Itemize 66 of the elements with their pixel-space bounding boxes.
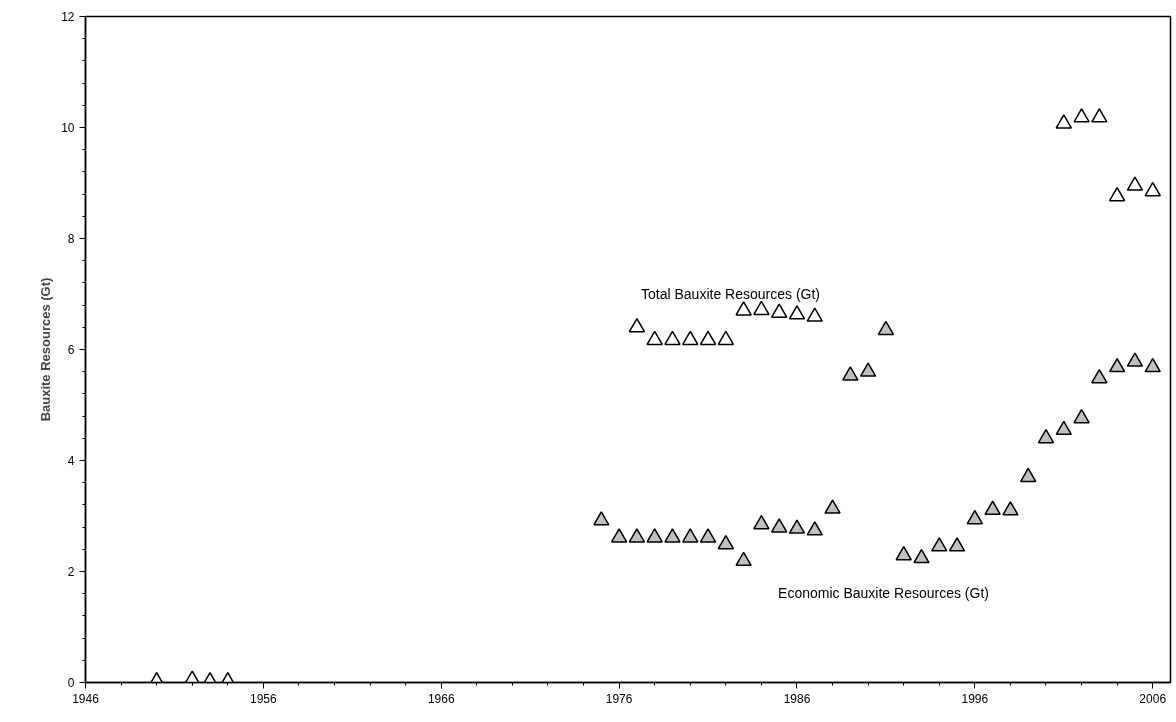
- point: [646, 330, 663, 346]
- x-tick-label: 1996: [961, 691, 989, 706]
- point: [699, 528, 717, 543]
- point: [628, 317, 646, 333]
- y-tick-label: 8: [67, 232, 75, 246]
- point: [664, 330, 681, 346]
- x-tick-label: 1956: [250, 691, 278, 706]
- point: [770, 518, 788, 533]
- point: [593, 511, 610, 526]
- point: [735, 301, 752, 316]
- y-tick-label: 2: [67, 565, 75, 579]
- point: [682, 528, 699, 543]
- x-tick-label: 1966: [427, 691, 455, 706]
- point: [610, 528, 628, 543]
- point: [806, 521, 824, 536]
- point: [1073, 108, 1090, 123]
- point: [646, 528, 663, 543]
- point: [877, 320, 895, 336]
- point: [717, 330, 735, 346]
- x-tick-label: 1976: [605, 691, 633, 706]
- x-tick-label: 1986: [783, 691, 811, 706]
- point: [1126, 352, 1144, 367]
- point: [1108, 186, 1126, 202]
- y-axis-title: Bauxite Resources (Gt): [38, 277, 54, 422]
- point: [664, 528, 681, 543]
- point: [788, 519, 806, 534]
- point: [806, 307, 824, 322]
- point: [1073, 408, 1090, 424]
- point: [1144, 181, 1161, 197]
- point: [842, 366, 859, 381]
- y-tick-label: 10: [61, 121, 75, 135]
- y-tick-label: 0: [67, 676, 75, 690]
- point: [948, 537, 966, 552]
- point: [895, 545, 912, 561]
- point: [1126, 176, 1144, 191]
- point: [859, 362, 877, 377]
- point: [1108, 357, 1126, 373]
- point: [966, 509, 984, 525]
- point: [931, 537, 948, 552]
- point: [824, 499, 841, 514]
- point: [1091, 108, 1108, 123]
- point: [753, 514, 770, 530]
- point: [753, 300, 770, 316]
- point: [1144, 357, 1161, 373]
- y-tick-label: 12: [61, 10, 75, 24]
- point: [735, 551, 752, 567]
- point: [1002, 501, 1019, 516]
- point: [1055, 420, 1073, 436]
- series-label: Total Bauxite Resources (Gt): [641, 285, 820, 302]
- point: [1019, 467, 1037, 483]
- point: [682, 330, 699, 346]
- point: [770, 303, 788, 318]
- point: [1037, 428, 1055, 444]
- point: [717, 534, 735, 550]
- y-tick-label: 4: [67, 454, 75, 468]
- text: Economic Bauxite Resources (Gt): [778, 584, 989, 601]
- x-tick-label: 2006: [1139, 691, 1167, 706]
- point: [628, 528, 646, 543]
- point: [1091, 368, 1108, 384]
- point: [913, 548, 930, 564]
- y-tick-label: 6: [67, 343, 75, 357]
- point: [1055, 114, 1073, 129]
- point: [788, 305, 806, 320]
- x-tick-label: 1946: [72, 691, 100, 706]
- point: [699, 330, 717, 346]
- point: [984, 500, 1001, 515]
